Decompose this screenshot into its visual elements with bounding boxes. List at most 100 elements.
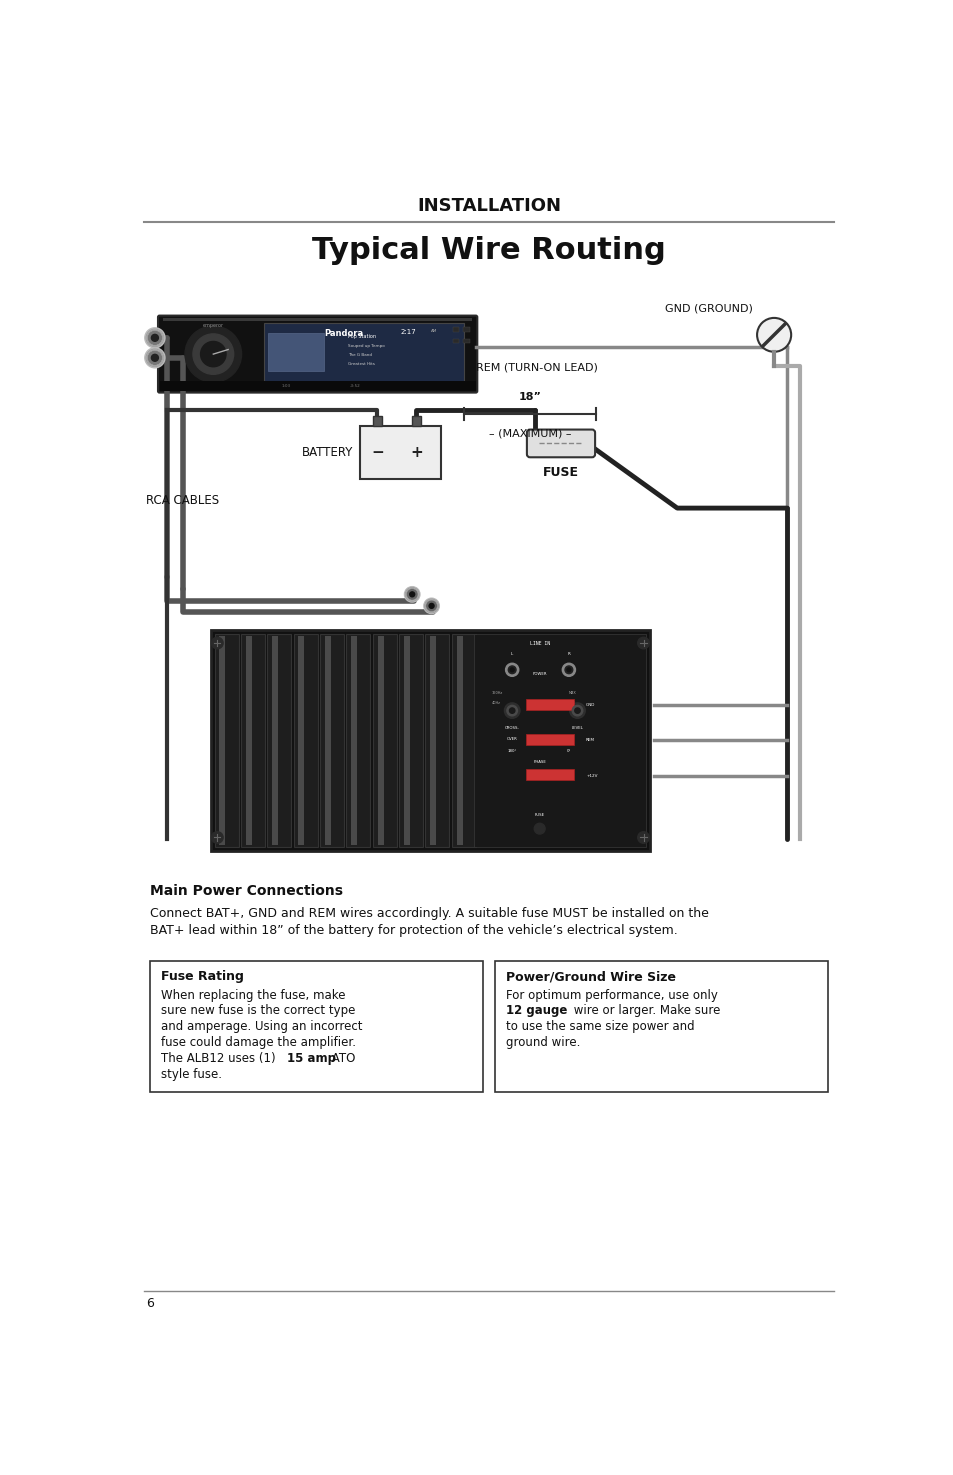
Bar <box>495 960 827 1092</box>
FancyBboxPatch shape <box>526 429 595 457</box>
Bar <box>377 636 383 845</box>
Text: GND: GND <box>585 704 595 707</box>
Text: emperor: emperor <box>203 323 224 329</box>
Text: MIN: MIN <box>568 701 575 705</box>
Bar <box>412 416 420 426</box>
Text: – (MAXIMUM) –: – (MAXIMUM) – <box>488 428 571 438</box>
Text: FUSE: FUSE <box>542 466 578 479</box>
Circle shape <box>505 664 518 677</box>
Bar <box>403 636 410 845</box>
Circle shape <box>637 637 649 649</box>
Text: POWER: POWER <box>532 673 546 676</box>
Text: The ALB12 uses (1): The ALB12 uses (1) <box>161 1052 279 1065</box>
Circle shape <box>212 637 223 649</box>
Text: R: R <box>567 652 570 656</box>
Text: −: − <box>371 445 383 460</box>
Text: 18”: 18” <box>518 392 541 401</box>
Bar <box>525 770 574 780</box>
Text: Pandora: Pandora <box>324 329 363 338</box>
Bar <box>298 636 304 845</box>
Text: 40Hz: 40Hz <box>491 701 500 705</box>
Text: When replacing the fuse, make: When replacing the fuse, make <box>161 988 345 1002</box>
Circle shape <box>409 591 415 597</box>
Circle shape <box>148 351 161 364</box>
Text: -3:52: -3:52 <box>350 384 360 388</box>
Circle shape <box>572 705 582 715</box>
Bar <box>425 634 449 847</box>
Text: L: L <box>511 652 513 656</box>
Circle shape <box>404 587 419 602</box>
Text: LINE IN: LINE IN <box>529 642 549 646</box>
Text: Souped up Tempo: Souped up Tempo <box>348 344 384 348</box>
Circle shape <box>145 327 165 348</box>
Bar <box>463 339 469 344</box>
Circle shape <box>426 600 436 611</box>
Text: MAX: MAX <box>568 690 576 695</box>
Bar <box>453 339 459 344</box>
Text: AM: AM <box>431 329 436 333</box>
Circle shape <box>429 603 434 608</box>
Circle shape <box>534 823 544 833</box>
Circle shape <box>510 668 514 671</box>
Text: The G Band: The G Band <box>348 353 372 357</box>
Bar <box>456 636 462 845</box>
Circle shape <box>152 354 158 361</box>
Bar <box>241 634 265 847</box>
Bar <box>351 636 356 845</box>
Text: 15 amp: 15 amp <box>286 1052 335 1065</box>
Text: BATTERY: BATTERY <box>301 445 353 459</box>
Text: +: + <box>410 445 422 460</box>
Bar <box>373 634 396 847</box>
Circle shape <box>145 348 165 367</box>
Text: OVER: OVER <box>506 738 517 740</box>
Text: 180°: 180° <box>507 749 517 754</box>
Text: PHASE: PHASE <box>533 760 545 764</box>
Bar <box>214 634 238 847</box>
Bar <box>219 636 225 845</box>
Bar <box>453 327 459 332</box>
Circle shape <box>185 326 241 382</box>
Circle shape <box>564 665 572 674</box>
Bar <box>163 319 472 322</box>
Bar <box>267 634 291 847</box>
Text: Connect BAT+, GND and REM wires accordingly. A suitable fuse MUST be installed o: Connect BAT+, GND and REM wires accordin… <box>150 907 708 920</box>
Circle shape <box>569 704 584 718</box>
Bar <box>398 634 423 847</box>
Bar <box>452 634 476 847</box>
Text: INSTALLATION: INSTALLATION <box>416 198 560 215</box>
Text: 0°: 0° <box>566 749 571 754</box>
Circle shape <box>504 704 519 718</box>
Bar <box>463 327 469 332</box>
Bar <box>150 960 482 1092</box>
Text: For optimum performance, use only: For optimum performance, use only <box>505 988 717 1002</box>
Circle shape <box>193 333 233 375</box>
Bar <box>294 634 317 847</box>
Text: +12V: +12V <box>585 773 597 777</box>
Text: REM (TURN-ON LEAD): REM (TURN-ON LEAD) <box>476 363 597 373</box>
Bar <box>159 381 476 391</box>
Bar <box>324 636 331 845</box>
Circle shape <box>561 664 575 677</box>
Text: ATO: ATO <box>328 1052 355 1065</box>
Text: to use the same size power and: to use the same size power and <box>505 1021 694 1032</box>
Text: REM: REM <box>585 739 595 742</box>
Text: wire or larger. Make sure: wire or larger. Make sure <box>569 1004 720 1018</box>
Text: RCA CABLES: RCA CABLES <box>146 494 219 507</box>
Circle shape <box>152 335 158 341</box>
Circle shape <box>508 665 516 674</box>
Circle shape <box>509 708 515 714</box>
Circle shape <box>757 319 790 353</box>
Circle shape <box>423 599 439 614</box>
Bar <box>373 416 381 426</box>
Text: 160Hz: 160Hz <box>491 690 502 695</box>
Text: and amperage. Using an incorrect: and amperage. Using an incorrect <box>161 1021 362 1032</box>
Text: FUSE: FUSE <box>534 813 544 817</box>
Circle shape <box>200 341 226 367</box>
Text: 1:03: 1:03 <box>281 384 291 388</box>
Bar <box>264 323 464 382</box>
Text: sure new fuse is the correct type: sure new fuse is the correct type <box>161 1004 355 1018</box>
Bar <box>525 735 574 745</box>
Circle shape <box>566 668 570 671</box>
Text: 12 gauge: 12 gauge <box>505 1004 567 1018</box>
Text: Power/Ground Wire Size: Power/Ground Wire Size <box>505 971 676 984</box>
